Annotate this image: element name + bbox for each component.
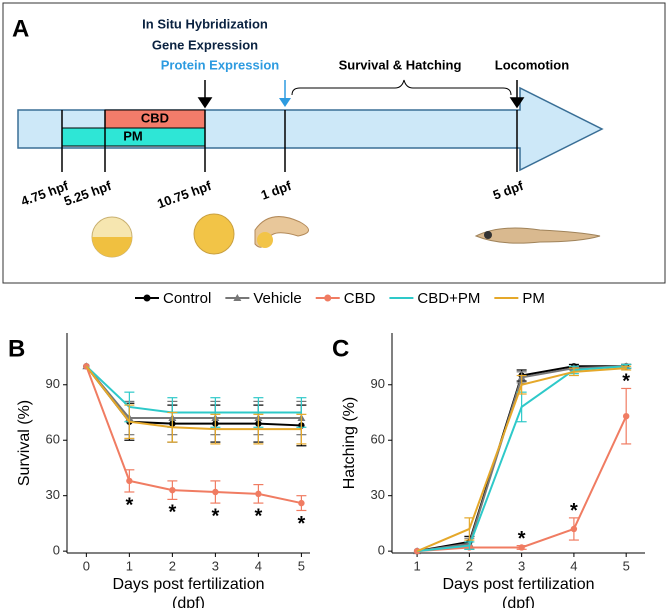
point (518, 544, 525, 551)
series (85, 365, 307, 445)
x-tick-label: 1 (413, 558, 420, 573)
point (298, 499, 305, 507)
protein-label: Protein Expression (161, 57, 280, 72)
y-tick-label: 60 (371, 432, 385, 447)
series-line (85, 365, 302, 505)
significance-mark: * (570, 500, 578, 522)
time-lines (61, 80, 525, 172)
cbd-label: CBD (141, 110, 169, 125)
x-tick-label: 4 (255, 558, 262, 573)
series (83, 363, 307, 512)
y-axis-label: Hatching (%) (341, 397, 358, 489)
significance-mark: * (125, 494, 133, 516)
point (169, 486, 176, 494)
series (416, 363, 632, 553)
x-tick-label: 1 (126, 558, 133, 573)
y-tick-label: 90 (46, 376, 60, 391)
y-tick-label: 0 (53, 543, 60, 558)
y-tick-label: 60 (46, 432, 60, 447)
ish-label: In Situ Hybridization (142, 16, 268, 31)
legend-label: PM (522, 290, 545, 307)
series-line (85, 365, 302, 431)
x-tick-label: 3 (212, 558, 219, 573)
significance-mark: * (254, 505, 262, 527)
x-tick-label: 2 (466, 558, 473, 573)
legend-label: Control (163, 290, 211, 307)
significance-mark: * (518, 528, 526, 550)
x-axis-label: Days post fertilization (442, 576, 594, 593)
timeline-arrow (17, 86, 604, 172)
significance-mark: * (168, 502, 176, 524)
series (416, 365, 632, 553)
locomotion-label: Locomotion (495, 57, 569, 72)
point (255, 490, 262, 498)
brace (291, 79, 512, 96)
series-line (416, 365, 627, 553)
point (212, 488, 219, 496)
y-tick-label: 90 (371, 376, 385, 391)
legend-marker (324, 294, 332, 302)
significance-mark: * (622, 371, 630, 393)
gene-label: Gene Expression (152, 37, 258, 52)
series-line (85, 365, 302, 414)
y-tick-label: 30 (46, 487, 60, 502)
x-axis-label: (dpf) (502, 595, 535, 608)
y-tick-label: 30 (371, 487, 385, 502)
x-tick-label: 5 (298, 558, 305, 573)
point (126, 477, 133, 485)
x-tick-label: 5 (623, 558, 630, 573)
embryos (91, 213, 601, 258)
legend-label: Vehicle (253, 290, 301, 307)
legend-label: CBD (344, 290, 376, 307)
panel-label: B (8, 335, 25, 362)
significance-mark: * (297, 513, 305, 535)
survival-label: Survival & Hatching (339, 57, 462, 72)
legend: Control Vehicle CBD CBD+PM PM (135, 290, 545, 307)
x-tick-label: 2 (169, 558, 176, 573)
blue-arrow-head (279, 98, 291, 107)
legend-marker (233, 294, 242, 301)
x-axis-label: Days post fertilization (112, 576, 264, 593)
legend-label: CBD+PM (417, 290, 480, 307)
x-tick-label: 4 (570, 558, 577, 573)
legend-marker (143, 294, 151, 302)
point (570, 525, 578, 533)
panel-a: A CBD PM In Situ Hybridization Gene Expr… (2, 2, 666, 284)
x-tick-label: 3 (518, 558, 525, 573)
significance-mark: * (211, 505, 219, 527)
point (622, 412, 630, 420)
series-line (85, 365, 302, 420)
y-tick-label: 0 (378, 543, 385, 558)
x-tick-label: 0 (83, 558, 90, 573)
x-axis-label: (dpf) (172, 595, 205, 608)
series-line (416, 367, 627, 553)
panel-label: C (332, 335, 349, 362)
pm-label: PM (123, 128, 143, 143)
panel-label: A (12, 15, 29, 42)
y-axis-label: Survival (%) (16, 400, 33, 486)
